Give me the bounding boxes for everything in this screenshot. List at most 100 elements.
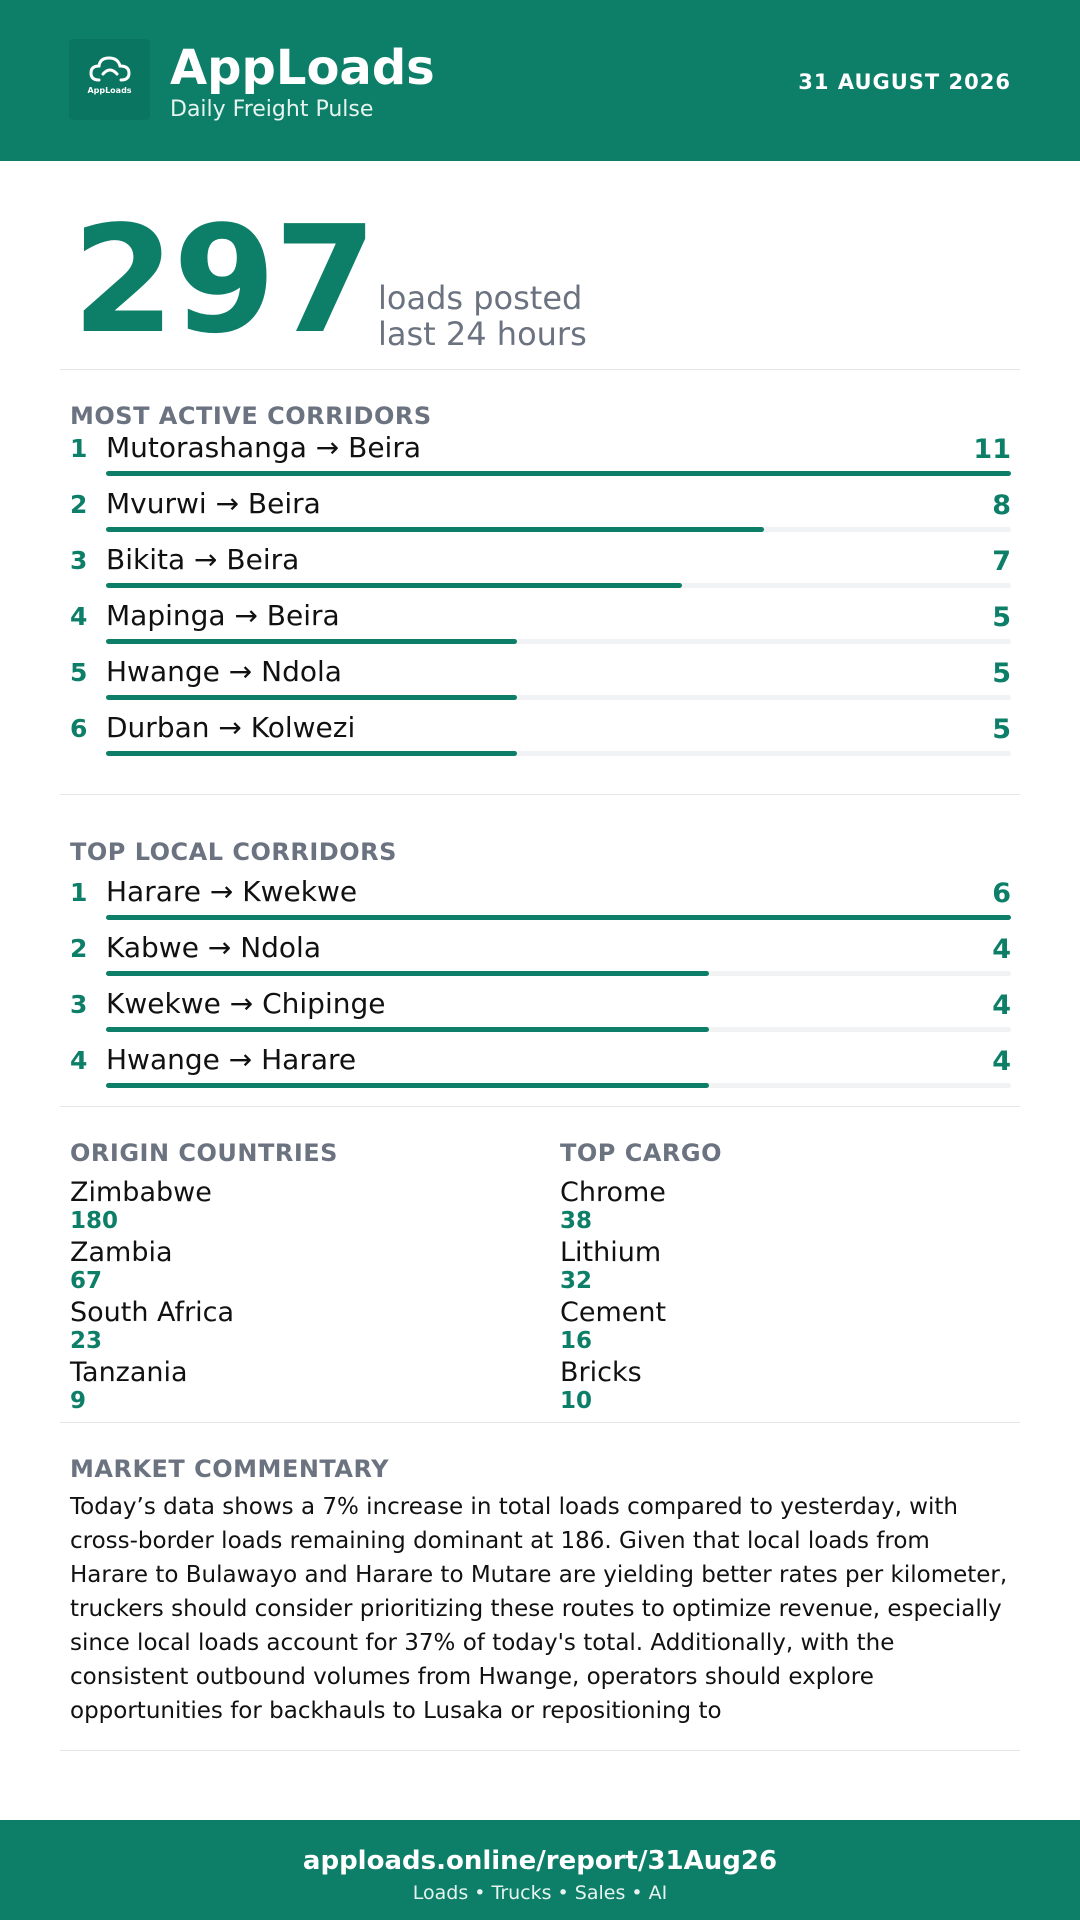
corridor-bar-track [106, 639, 1011, 644]
corridor-count: 6 [992, 878, 1011, 909]
corridor-bar-track [106, 471, 1011, 476]
corridor-bar-fill [106, 527, 765, 532]
divider [60, 1750, 1020, 1751]
corridor-bar-fill [106, 1027, 710, 1032]
top-cargo-title: TOP CARGO [560, 1139, 722, 1167]
cargo-name: Lithium [560, 1237, 662, 1268]
origin-countries-list: Zimbabwe 180 Zambia 67 South Africa 23 Tanzani… [70, 1176, 510, 1416]
corridor-count: 5 [992, 602, 1011, 633]
cargo-name: Cement [560, 1297, 667, 1328]
corridor-row: 4 Hwange → Harare 4 [0, 1043, 1080, 1104]
corridor-route: Mutorashanga → Beira [106, 431, 421, 464]
corridor-rank: 2 [70, 490, 88, 519]
divider [60, 369, 1020, 370]
corridor-rank: 4 [70, 602, 88, 631]
origin-country-name: Tanzania [70, 1357, 188, 1388]
corridor-route: Mapinga → Beira [106, 599, 340, 632]
corridor-bar-fill [106, 471, 1011, 476]
corridor-count: 5 [992, 714, 1011, 745]
origin-country-name: South Africa [70, 1297, 235, 1328]
origin-country-value: 9 [70, 1388, 87, 1414]
app-logo: AppLoads [69, 39, 150, 120]
cloud-icon [89, 56, 131, 82]
corridor-bar-track [106, 583, 1011, 588]
loads-caption-line1: loads posted [378, 279, 583, 317]
corridor-rank: 1 [70, 878, 88, 907]
corridor-bar-fill [106, 695, 518, 700]
corridor-rank: 3 [70, 990, 88, 1019]
corridor-bar-track [106, 695, 1011, 700]
corridor-rank: 4 [70, 1046, 88, 1075]
top-cargo-list: Chrome 38 Lithium 32 Cement 16 Bricks 10 [560, 1176, 1000, 1416]
loads-caption-line2: last 24 hours [378, 315, 587, 353]
active-corridors-title: MOST ACTIVE CORRIDORS [70, 402, 432, 430]
report-link[interactable]: apploads.online/report/31Aug26 [302, 1846, 778, 1876]
corridor-bar-track [106, 915, 1011, 920]
divider [60, 1422, 1020, 1423]
corridor-route: Durban → Kolwezi [106, 711, 356, 744]
corridor-bar-track [106, 1083, 1011, 1088]
market-commentary-text: Today’s data shows a 7% increase in tota… [70, 1494, 1008, 1724]
cargo-value: 38 [560, 1208, 593, 1234]
corridor-bar-fill [106, 751, 518, 756]
divider [60, 1106, 1020, 1107]
footer-bar: apploads.online/report/31Aug26 Loads • T… [0, 1820, 1080, 1920]
corridor-bar-fill [106, 583, 682, 588]
cargo-name: Bricks [560, 1357, 642, 1388]
corridor-bar-track [106, 971, 1011, 976]
corridor-row: 3 Bikita → Beira 7 [0, 543, 1080, 604]
corridor-rank: 5 [70, 658, 88, 687]
cargo-name: Chrome [560, 1177, 666, 1208]
corridor-row: 4 Mapinga → Beira 5 [0, 599, 1080, 660]
corridor-count: 8 [992, 490, 1011, 521]
corridor-row: 1 Mutorashanga → Beira 11 [0, 431, 1080, 492]
cargo-value: 16 [560, 1328, 593, 1354]
market-commentary-title: MARKET COMMENTARY [70, 1455, 390, 1483]
local-corridors-title: TOP LOCAL CORRIDORS [70, 838, 397, 866]
corridor-count: 7 [992, 546, 1011, 577]
corridor-bar-track [106, 527, 1011, 532]
corridor-route: Mvurwi → Beira [106, 487, 321, 520]
origin-countries-title: ORIGIN COUNTRIES [70, 1139, 338, 1167]
corridor-rank: 3 [70, 546, 88, 575]
header-bar: AppLoads AppLoads Daily Freight Pulse 31… [0, 0, 1080, 161]
loads-count: 297 [72, 194, 377, 366]
app-name: AppLoads [170, 40, 435, 96]
corridor-row: 3 Kwekwe → Chipinge 4 [0, 987, 1080, 1048]
corridor-count: 4 [992, 990, 1011, 1021]
corridor-route: Hwange → Ndola [106, 655, 342, 688]
corridor-route: Bikita → Beira [106, 543, 300, 576]
corridor-row: 5 Hwange → Ndola 5 [0, 655, 1080, 716]
corridor-bar-fill [106, 1083, 710, 1088]
origin-country-value: 23 [70, 1328, 103, 1354]
corridor-rank: 1 [70, 434, 88, 463]
corridor-bar-fill [106, 971, 710, 976]
corridor-count: 4 [992, 934, 1011, 965]
corridor-row: 1 Harare → Kwekwe 6 [0, 875, 1080, 936]
corridor-rank: 2 [70, 934, 88, 963]
corridor-route: Kwekwe → Chipinge [106, 987, 386, 1020]
corridor-bar-track [106, 751, 1011, 756]
corridor-route: Hwange → Harare [106, 1043, 357, 1076]
corridor-row: 2 Mvurwi → Beira 8 [0, 487, 1080, 548]
corridor-bar-fill [106, 915, 1011, 920]
corridor-bar-fill [106, 639, 518, 644]
app-subtitle: Daily Freight Pulse [170, 97, 374, 122]
corridor-count: 11 [973, 434, 1011, 465]
corridor-row: 6 Durban → Kolwezi 5 [0, 711, 1080, 772]
origin-country-value: 180 [70, 1208, 119, 1234]
origin-country-name: Zimbabwe [70, 1177, 212, 1208]
cargo-value: 32 [560, 1268, 593, 1294]
corridor-row: 2 Kabwe → Ndola 4 [0, 931, 1080, 992]
report-date: 31 AUGUST 2026 [798, 70, 1011, 94]
logo-wordmark: AppLoads [87, 86, 132, 95]
footer-tagline: Loads • Trucks • Sales • AI [412, 1882, 668, 1904]
corridor-rank: 6 [70, 714, 88, 743]
origin-country-value: 67 [70, 1268, 103, 1294]
divider [60, 794, 1020, 795]
corridor-route: Harare → Kwekwe [106, 875, 358, 908]
origin-country-name: Zambia [70, 1237, 173, 1268]
corridor-count: 4 [992, 1046, 1011, 1077]
cargo-value: 10 [560, 1388, 593, 1414]
corridor-route: Kabwe → Ndola [106, 931, 321, 964]
